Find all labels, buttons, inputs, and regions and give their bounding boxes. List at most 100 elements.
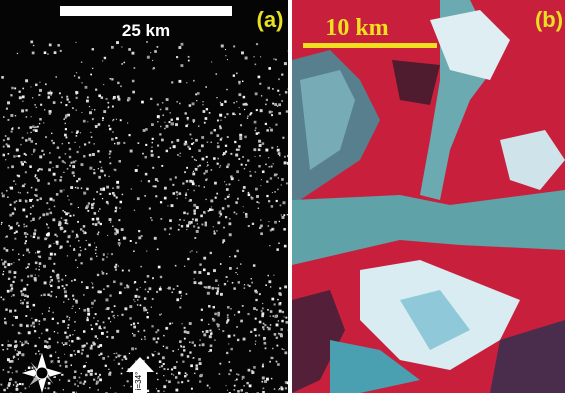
- speckle: [39, 89, 42, 92]
- speckle: [235, 114, 236, 115]
- speckle: [276, 345, 278, 347]
- speckle: [123, 142, 125, 144]
- speckle: [274, 315, 277, 318]
- speckle: [5, 308, 7, 310]
- speckle: [57, 322, 59, 324]
- speckle: [258, 202, 259, 203]
- speckle: [135, 242, 137, 244]
- speckle: [35, 174, 37, 176]
- speckle: [135, 295, 138, 298]
- speckle: [230, 308, 231, 309]
- speckle: [170, 227, 172, 229]
- speckle: [273, 275, 274, 276]
- speckle: [171, 81, 173, 83]
- speckle: [67, 98, 69, 100]
- speckle: [49, 284, 50, 285]
- speckle: [87, 370, 90, 373]
- speckle: [278, 320, 279, 321]
- speckle: [22, 209, 25, 212]
- speckle: [175, 176, 177, 178]
- speckle: [243, 186, 246, 189]
- speckle: [132, 91, 135, 94]
- speckle: [156, 291, 158, 293]
- speckle: [40, 104, 42, 106]
- speckle: [284, 156, 286, 158]
- speckle: [152, 68, 154, 70]
- speckle: [111, 336, 114, 339]
- speckle: [192, 218, 194, 220]
- speckle: [39, 155, 42, 158]
- speckle: [106, 336, 108, 338]
- speckle: [205, 222, 207, 224]
- speckle: [118, 219, 120, 221]
- speckle: [133, 323, 135, 325]
- speckle: [5, 159, 6, 160]
- speckle: [166, 125, 169, 128]
- speckle: [32, 219, 34, 221]
- speckle: [59, 365, 61, 367]
- speckle: [147, 275, 150, 278]
- speckle: [33, 304, 35, 306]
- speckle: [50, 281, 51, 282]
- speckle: [72, 308, 73, 309]
- speckle: [207, 385, 209, 387]
- speckle: [114, 317, 115, 318]
- speckle: [55, 76, 57, 78]
- speckle: [265, 164, 267, 166]
- speckle: [90, 74, 92, 76]
- speckle: [248, 225, 250, 227]
- speckle: [166, 347, 169, 350]
- speckle: [163, 346, 164, 347]
- speckle: [15, 184, 16, 185]
- speckle: [124, 287, 125, 288]
- speckle: [98, 168, 99, 169]
- speckle: [203, 333, 206, 336]
- speckle: [26, 225, 28, 227]
- speckle: [232, 282, 234, 284]
- speckle: [59, 179, 61, 181]
- speckle: [87, 121, 88, 122]
- speckle: [230, 348, 232, 350]
- speckle: [113, 280, 116, 283]
- speckle: [234, 385, 236, 387]
- speckle: [68, 212, 70, 214]
- speckle: [268, 157, 269, 158]
- speckle: [194, 281, 197, 284]
- speckle: [85, 374, 87, 376]
- speckle: [16, 388, 19, 391]
- speckle: [138, 142, 140, 144]
- speckle: [155, 331, 157, 333]
- speckle: [160, 109, 162, 111]
- speckle: [189, 322, 192, 325]
- speckle: [268, 225, 270, 227]
- speckle: [266, 181, 268, 183]
- speckle: [147, 357, 149, 359]
- speckle: [275, 124, 277, 126]
- speckle: [222, 207, 224, 209]
- speckle: [277, 105, 278, 106]
- speckle: [178, 372, 181, 375]
- speckle: [14, 87, 16, 89]
- speckle: [63, 389, 64, 390]
- speckle: [120, 355, 121, 356]
- speckle: [122, 194, 123, 195]
- speckle: [8, 153, 10, 155]
- speckle: [46, 202, 48, 204]
- speckle: [163, 368, 165, 370]
- speckle: [197, 166, 199, 168]
- speckle: [192, 341, 194, 343]
- speckle: [235, 380, 236, 381]
- speckle: [70, 354, 73, 357]
- speckle: [121, 63, 123, 65]
- speckle: [47, 92, 50, 95]
- speckle: [129, 353, 130, 354]
- speckle: [185, 197, 186, 198]
- speckle: [287, 382, 289, 384]
- speckle: [201, 309, 203, 311]
- speckle: [249, 171, 250, 172]
- speckle: [103, 253, 105, 255]
- speckle: [112, 226, 113, 227]
- speckle: [92, 109, 93, 110]
- speckle: [5, 323, 7, 325]
- speckle: [185, 141, 187, 143]
